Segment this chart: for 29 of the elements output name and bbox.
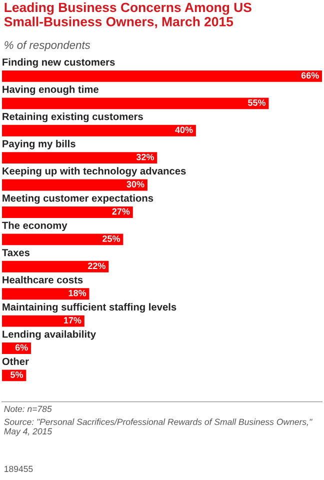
y-tick-label: Taxes bbox=[2, 249, 30, 256]
y-tick-label: Retaining existing customers bbox=[2, 112, 143, 122]
data-label: 25% bbox=[102, 235, 120, 242]
y-tick-label: Having enough time bbox=[2, 85, 98, 95]
data-label: 5% bbox=[10, 372, 24, 378]
y-tick-label: The economy bbox=[2, 222, 68, 231]
chart-subtitle: % of respondents bbox=[4, 40, 90, 52]
y-tick-label: Keeping up with technology advances bbox=[2, 167, 186, 177]
y-tick-label: Meeting customer expectations bbox=[2, 194, 154, 204]
y-tick-label: Finding new customers bbox=[2, 58, 115, 68]
data-label: 27% bbox=[112, 208, 130, 215]
y-tick-label: Paying my bills bbox=[2, 140, 76, 150]
y-tick-label: Other bbox=[2, 358, 29, 366]
data-label: 55% bbox=[248, 99, 266, 106]
data-label: 66% bbox=[301, 72, 319, 79]
source-note: Source: "Personal Sacrifices/Professional Rewards of Small Business Owners," May 4, 2015 bbox=[4, 418, 312, 436]
text: Note: n=785 bbox=[4, 406, 52, 412]
data-label: 30% bbox=[126, 181, 144, 188]
data-label: 17% bbox=[64, 317, 82, 324]
data-label: 22% bbox=[88, 262, 106, 270]
data-label: 6% bbox=[15, 344, 28, 351]
y-tick-label: Healthcare costs bbox=[2, 276, 83, 284]
y-tick-label: Lending availability bbox=[2, 330, 96, 340]
data-label: 18% bbox=[68, 290, 86, 296]
data-label: 32% bbox=[136, 154, 154, 160]
data-label: 40% bbox=[175, 126, 193, 134]
chart-title: Leading Business Concerns Among US Small-Business Owners, March 2015 bbox=[4, 2, 252, 28]
y-tick-label: Maintaining sufficient staffing levels bbox=[2, 303, 176, 313]
text: 189455 bbox=[4, 466, 33, 472]
